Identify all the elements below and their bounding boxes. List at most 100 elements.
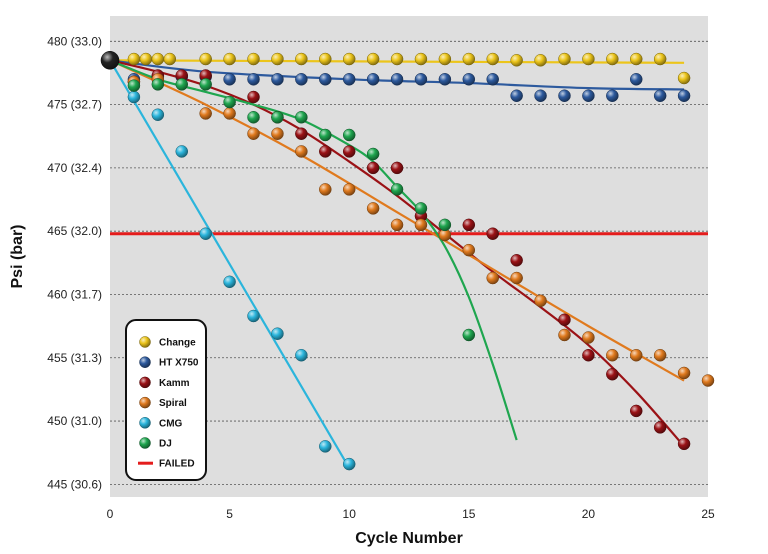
data-point-change — [366, 52, 380, 66]
data-point-change — [558, 52, 571, 66]
data-point-cmg — [223, 275, 236, 289]
data-point-spiral — [319, 183, 332, 196]
legend-swatch-cmg — [139, 417, 151, 429]
data-point-ht-x750 — [534, 89, 547, 102]
data-point-change — [271, 52, 284, 66]
data-point-change — [438, 52, 452, 66]
data-point-change — [582, 52, 595, 66]
data-point-cmg — [295, 348, 308, 362]
y-tick-label: 445 (30.6) — [47, 477, 102, 491]
data-point-dj — [223, 95, 236, 109]
y-tick-label: 460 (31.7) — [47, 287, 102, 301]
data-point-change — [223, 52, 236, 66]
data-point-dj — [271, 111, 284, 124]
data-point-ht-x750 — [319, 73, 332, 86]
data-point-dj — [247, 111, 260, 124]
data-point-dj — [414, 202, 428, 215]
data-point-kamm — [629, 404, 643, 418]
data-point-kamm — [342, 145, 356, 158]
legend-swatch-dj — [139, 437, 151, 449]
data-point-dj — [151, 78, 165, 91]
x-tick-label: 10 — [343, 507, 357, 521]
data-point-ht-x750 — [271, 73, 284, 86]
data-point-change — [199, 52, 212, 66]
data-point-spiral — [677, 366, 691, 380]
data-point-change — [462, 52, 476, 66]
data-point-spiral — [390, 218, 404, 232]
data-point-change — [163, 52, 177, 66]
data-point-spiral — [247, 127, 260, 140]
data-point-cmg — [175, 145, 189, 158]
data-point-ht-x750 — [438, 73, 452, 86]
data-point-dj — [366, 147, 380, 161]
data-point-kamm — [510, 254, 523, 267]
data-point-change — [677, 71, 691, 85]
y-tick-label: 480 (33.0) — [47, 34, 102, 48]
legend-swatch-ht-x750 — [139, 356, 151, 368]
legend-swatch-spiral — [139, 396, 151, 409]
data-point-ht-x750 — [629, 73, 643, 86]
data-point-spiral — [582, 331, 595, 344]
x-tick-label: 15 — [462, 507, 476, 521]
data-point-kamm — [582, 348, 595, 362]
data-point-spiral — [486, 271, 499, 285]
legend-label-cmg: CMG — [159, 418, 183, 429]
data-point-spiral — [534, 294, 547, 308]
data-point-cmg — [247, 309, 260, 323]
data-point-spiral — [342, 183, 356, 196]
data-point-change — [295, 52, 308, 66]
data-point-change — [127, 52, 141, 66]
data-point-kamm — [295, 127, 308, 140]
y-tick-label: 450 (31.0) — [47, 414, 102, 428]
data-point-ht-x750 — [462, 73, 476, 86]
data-point-ht-x750 — [510, 89, 523, 102]
data-point-ht-x750 — [223, 73, 236, 86]
x-axis-ticks: 0 5 10 15 20 25 — [107, 507, 715, 521]
legend-label-dj: DJ — [159, 439, 172, 450]
y-tick-label: 455 (31.3) — [47, 351, 102, 365]
data-point-kamm — [653, 421, 667, 434]
data-point-spiral — [629, 348, 643, 362]
data-point-change — [510, 54, 523, 67]
data-point-kamm — [558, 313, 571, 327]
x-axis-title: Cycle Number — [355, 530, 463, 547]
trend-line-cmg — [109, 59, 351, 469]
y-axis-ticks: 445 (30.6) 450 (31.0) 455 (31.3) 460 (31.7)… — [47, 34, 102, 491]
data-point-cmg — [271, 327, 284, 340]
data-point-spiral — [462, 243, 476, 257]
data-point-dj — [295, 111, 308, 124]
data-point-kamm — [606, 367, 619, 381]
data-point-ht-x750 — [366, 73, 380, 86]
data-point-ht-x750 — [342, 73, 356, 86]
x-tick-label: 20 — [582, 507, 596, 521]
data-point-spiral — [271, 127, 284, 140]
data-point-dj — [127, 79, 141, 92]
data-point-ht-x750 — [653, 89, 667, 102]
legend-swatch-kamm — [139, 376, 151, 389]
data-point-change — [151, 52, 165, 66]
trend-line-spiral — [109, 59, 685, 382]
data-point-ht-x750 — [606, 89, 619, 102]
x-tick-label: 0 — [107, 507, 114, 521]
legend-label-failed: FAILED — [159, 459, 195, 470]
data-point-ht-x750 — [247, 73, 260, 86]
legend-swatch-change — [139, 336, 151, 348]
y-axis-title: Psi (bar) — [9, 224, 26, 288]
data-point-cmg — [342, 457, 356, 471]
x-tick-label: 5 — [226, 507, 233, 521]
y-tick-label: 475 (32.7) — [47, 98, 102, 112]
data-point-spiral — [295, 145, 308, 158]
data-point-spiral — [653, 348, 667, 362]
data-point-change — [486, 52, 499, 66]
data-point-dj — [175, 78, 189, 91]
data-point-spiral — [510, 271, 523, 285]
legend-label-spiral: Spiral — [159, 398, 187, 409]
legend-label-kamm: Kamm — [159, 378, 190, 389]
data-point-cmg — [319, 440, 332, 453]
x-tick-label: 25 — [701, 507, 715, 521]
data-point-ht-x750 — [486, 73, 499, 86]
data-point-change — [534, 54, 547, 67]
data-point-dj — [342, 128, 356, 142]
data-point-cmg — [151, 108, 165, 121]
